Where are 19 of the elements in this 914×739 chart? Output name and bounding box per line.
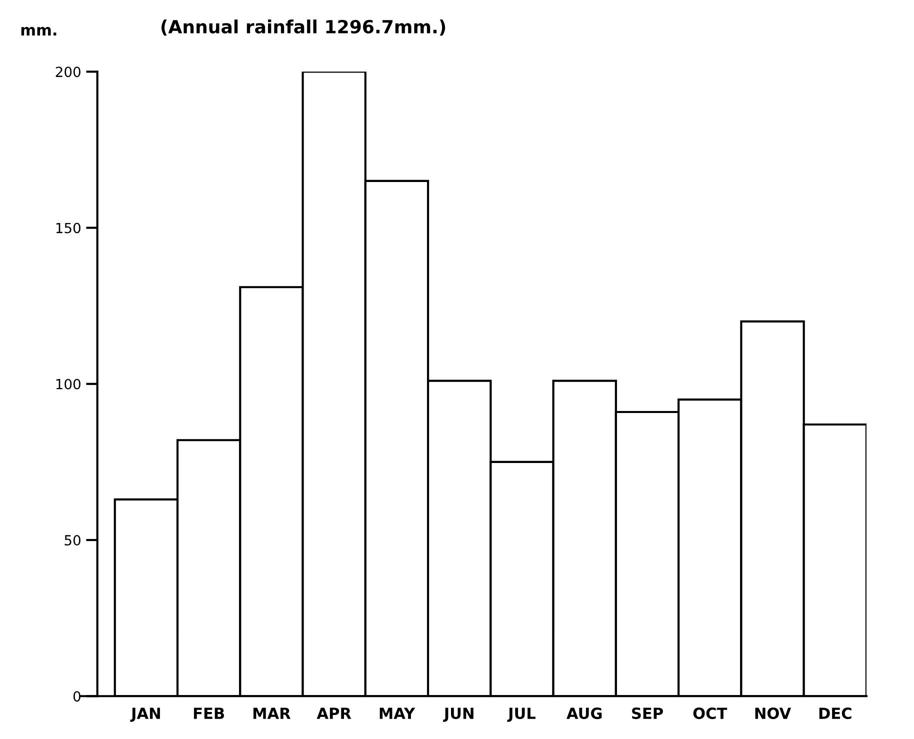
y-tick-label: 200 (56, 66, 80, 78)
x-tick-label: NOV (755, 708, 792, 720)
y-tick-label: 0 (73, 691, 80, 702)
x-tick-label: JUN (443, 708, 474, 722)
x-tick-label: FEB (194, 708, 224, 719)
x-tick-label: MAR (253, 708, 291, 719)
x-tick-label: DEC (819, 708, 852, 720)
x-tick-label: JUL (507, 708, 536, 722)
y-tick-label: 50 (64, 534, 80, 546)
y-tick-label: 100 (56, 378, 80, 390)
x-tick-label: MAY (380, 708, 416, 719)
chart-title: (Annual rainfall 1296.7mm.) (162, 20, 446, 36)
y-tick-label: 150 (56, 222, 80, 234)
x-tick-label: JAN (130, 708, 160, 722)
x-tick-label: AUG (566, 708, 602, 720)
y-axis-title: mm. (21, 26, 56, 36)
x-tick-label: SEP (632, 708, 663, 720)
x-tick-label: APR (316, 708, 352, 719)
x-tick-label: OCT (693, 708, 728, 720)
